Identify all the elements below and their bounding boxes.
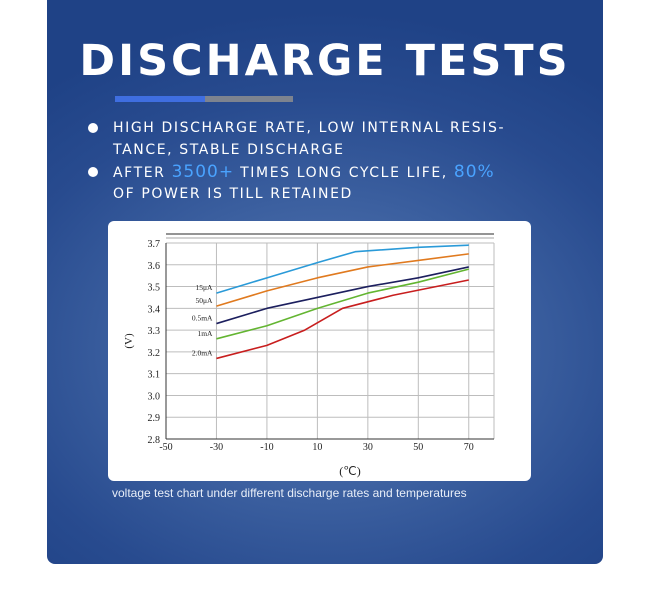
x-tick-label: -30	[210, 442, 223, 453]
series-label: 0.5mA	[192, 314, 213, 323]
x-tick-label: 30	[363, 442, 373, 453]
x-tick-label: 70	[464, 442, 474, 453]
series-line	[216, 244, 469, 294]
title-underline-blue	[115, 96, 205, 102]
series-label: 1mA	[197, 329, 213, 338]
bullet-dot	[88, 123, 98, 133]
bullet-1-line-1: HIGH DISCHARGE RATE, LOW INTERNAL RESIS-	[113, 120, 506, 136]
y-tick-label: 3.0	[148, 391, 161, 402]
y-tick-label: 3.7	[148, 239, 161, 250]
y-tick-label: 3.5	[148, 283, 161, 294]
series-label: 2.0mA	[192, 348, 213, 357]
y-tick-label: 3.3	[148, 326, 161, 337]
series-line	[216, 279, 469, 360]
bullet-2-line-1: AFTER 3500+ TIMES LONG CYCLE LIFE, 80%	[113, 161, 495, 184]
series-line	[216, 253, 469, 307]
y-tick-label: 3.6	[148, 261, 161, 272]
series-line	[216, 268, 469, 340]
cycle-count-highlight: 3500+	[171, 162, 235, 182]
x-tick-label: -10	[260, 442, 273, 453]
bullet-2-middle: TIMES LONG CYCLE LIFE,	[240, 165, 448, 181]
chart-caption: voltage test chart under different disch…	[112, 486, 467, 500]
series-label: 15μA	[196, 283, 214, 292]
discharge-voltage-chart: 2.8 2.9 3.0 3.1 3.2 3.3 3.4 3.5 3.6 3.7 -50 -30 -10 1…	[123, 233, 495, 478]
bullet-2-line-2: OF POWER IS TILL RETAINED	[113, 186, 353, 202]
bullet-1-line-2: TANCE, STABLE DISCHARGE	[113, 142, 345, 158]
x-tick-label: 50	[413, 442, 423, 453]
y-axis-label: (V)	[123, 333, 135, 349]
x-tick-label: 10	[312, 442, 322, 453]
power-retained-highlight: 80%	[453, 162, 495, 182]
y-tick-label: 2.8	[148, 435, 161, 446]
x-tick-label: -50	[159, 442, 172, 453]
title-underline-gray	[205, 96, 293, 102]
bullet-dot	[88, 167, 98, 177]
x-axis-label: (℃)	[339, 464, 360, 478]
y-tick-label: 2.9	[148, 413, 161, 424]
page-title: DISCHARGE TESTS	[79, 36, 571, 86]
discharge-panel: DISCHARGE TESTS HIGH DISCHARGE RATE, LOW…	[47, 0, 603, 564]
y-tick-label: 3.2	[148, 348, 161, 359]
y-tick-label: 3.4	[148, 304, 161, 315]
bullet-2-prefix: AFTER	[113, 165, 166, 181]
chart-card: 2.8 2.9 3.0 3.1 3.2 3.3 3.4 3.5 3.6 3.7 -50 -30 -10 1…	[108, 221, 531, 481]
series-line	[216, 266, 469, 325]
y-tick-label: 3.1	[148, 370, 161, 381]
series-label: 50μA	[196, 296, 214, 305]
